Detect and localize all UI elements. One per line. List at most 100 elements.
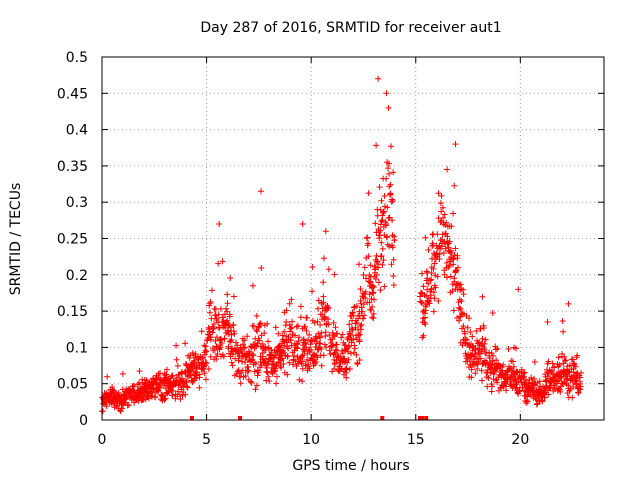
data-point	[572, 363, 579, 370]
data-point	[368, 307, 375, 314]
data-point	[378, 253, 385, 260]
data-point	[346, 365, 353, 372]
data-point	[304, 356, 311, 363]
data-point	[354, 360, 361, 367]
x-tick-label: 20	[511, 432, 529, 448]
data-point	[481, 340, 488, 347]
data-point	[255, 369, 262, 376]
data-point	[119, 370, 126, 377]
peak-point	[375, 75, 382, 82]
data-point	[346, 321, 353, 328]
data-point	[255, 324, 262, 331]
data-point	[362, 288, 369, 295]
data-point	[443, 219, 450, 226]
data-point	[442, 222, 449, 229]
data-point	[520, 370, 527, 377]
data-point	[374, 206, 381, 213]
data-point	[485, 374, 492, 381]
data-point	[268, 349, 275, 356]
data-point	[262, 343, 269, 350]
data-point	[220, 353, 227, 360]
data-point	[206, 328, 213, 335]
data-point	[383, 220, 390, 227]
data-point	[367, 262, 374, 269]
data-point	[500, 361, 507, 368]
data-point	[315, 330, 322, 337]
data-point	[370, 310, 377, 317]
data-point	[378, 239, 385, 246]
data-point	[503, 383, 510, 390]
data-point	[391, 236, 398, 243]
data-point	[427, 277, 434, 284]
data-point	[343, 366, 350, 373]
data-point	[380, 208, 387, 215]
data-point	[318, 329, 325, 336]
data-point	[299, 353, 306, 359]
data-point	[241, 337, 248, 344]
data-point	[177, 396, 184, 403]
data-point	[440, 214, 447, 221]
y-tick-label: 0.05	[57, 377, 88, 393]
data-point	[345, 342, 352, 349]
data-point	[256, 321, 263, 328]
x-axis-label: GPS time / hours	[292, 458, 409, 474]
peak-point	[544, 318, 551, 325]
data-point	[217, 305, 224, 312]
data-point	[510, 363, 517, 370]
peak-point	[383, 90, 390, 97]
data-point	[536, 398, 543, 405]
data-point	[423, 268, 430, 275]
data-point	[248, 379, 255, 386]
data-point	[482, 336, 489, 343]
data-point	[257, 320, 264, 327]
data-point	[179, 392, 186, 399]
data-point	[529, 387, 536, 394]
data-point	[284, 371, 291, 378]
data-point	[272, 367, 279, 374]
data-point	[387, 181, 394, 188]
data-point	[425, 280, 432, 287]
data-point	[331, 361, 338, 368]
data-point	[545, 358, 552, 365]
zero-value-marker	[417, 416, 422, 420]
data-point	[468, 366, 475, 373]
data-point	[168, 373, 175, 380]
data-point	[327, 351, 334, 358]
data-point	[311, 319, 318, 326]
data-point	[228, 336, 235, 343]
data-point	[365, 190, 372, 197]
data-point	[348, 339, 355, 346]
data-point	[430, 308, 437, 315]
data-point	[523, 400, 530, 407]
data-point	[148, 392, 155, 399]
data-point	[173, 342, 180, 349]
data-point	[320, 255, 327, 262]
data-point	[231, 330, 238, 337]
data-point	[184, 384, 191, 391]
data-point	[206, 309, 213, 316]
data-point	[250, 352, 257, 359]
data-point	[300, 336, 307, 343]
data-point	[351, 345, 358, 352]
data-point	[456, 282, 463, 289]
data-point	[245, 367, 252, 374]
data-point	[531, 375, 538, 382]
data-point	[232, 339, 239, 346]
data-point	[578, 369, 585, 376]
data-point	[299, 358, 306, 365]
data-point	[204, 337, 211, 344]
y-tick-label: 0.25	[57, 232, 88, 248]
data-point	[331, 365, 338, 372]
data-point	[474, 366, 481, 373]
data-point	[205, 366, 212, 373]
data-point	[169, 372, 176, 379]
data-point	[390, 282, 397, 289]
data-point	[450, 261, 457, 268]
data-point	[201, 351, 208, 358]
y-tick-label: 0.35	[57, 159, 88, 175]
data-point	[280, 349, 287, 356]
data-point	[570, 383, 577, 390]
data-point	[503, 372, 510, 379]
data-point	[390, 272, 397, 279]
data-point	[367, 279, 374, 286]
